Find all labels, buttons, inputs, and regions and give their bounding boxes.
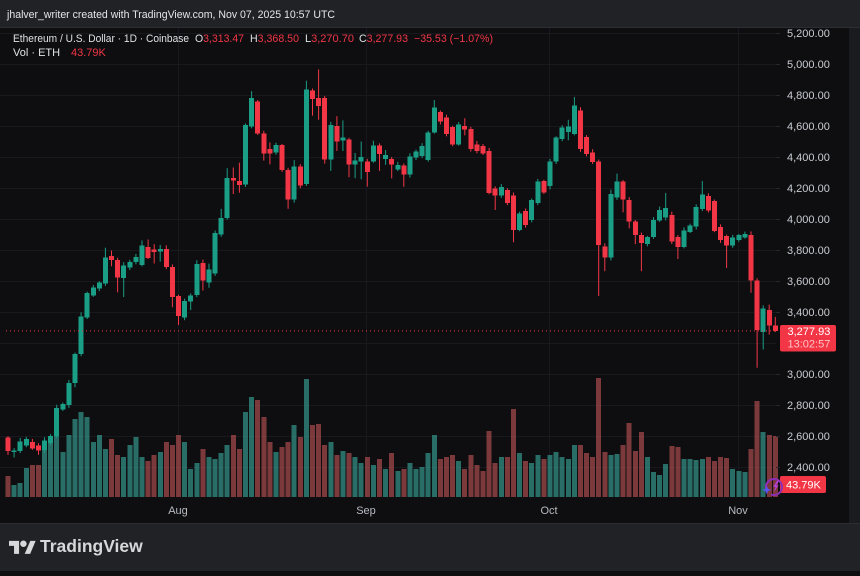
- svg-text:C3,277.93: C3,277.93: [359, 33, 408, 45]
- svg-text:Nov: Nov: [728, 505, 748, 517]
- svg-text:2,600.00: 2,600.00: [787, 431, 830, 443]
- svg-text:−35.53 (−1.07%): −35.53 (−1.07%): [414, 33, 493, 45]
- svg-text:3,400.00: 3,400.00: [787, 307, 830, 319]
- svg-text:H3,368.50: H3,368.50: [250, 33, 299, 45]
- svg-text:jhalver_writer created with Tr: jhalver_writer created with TradingView.…: [6, 9, 335, 21]
- svg-text:43.79K: 43.79K: [786, 480, 822, 492]
- svg-text:4,200.00: 4,200.00: [787, 183, 830, 195]
- svg-text:4,600.00: 4,600.00: [787, 121, 830, 133]
- svg-text:43.79K: 43.79K: [71, 47, 107, 59]
- svg-text:Sep: Sep: [356, 505, 376, 517]
- svg-text:Vol · ETH: Vol · ETH: [13, 47, 60, 59]
- svg-text:13:02:57: 13:02:57: [788, 339, 831, 351]
- svg-text:2,400.00: 2,400.00: [787, 462, 830, 474]
- svg-text:4,400.00: 4,400.00: [787, 152, 830, 164]
- svg-text:O3,313.47: O3,313.47: [195, 33, 244, 45]
- svg-text:4,000.00: 4,000.00: [787, 214, 830, 226]
- svg-text:TradingView: TradingView: [40, 536, 143, 556]
- svg-text:5,000.00: 5,000.00: [787, 59, 830, 71]
- svg-text:Oct: Oct: [540, 505, 557, 517]
- svg-text:3,600.00: 3,600.00: [787, 276, 830, 288]
- svg-text:3,000.00: 3,000.00: [787, 369, 830, 381]
- svg-text:L3,270.70: L3,270.70: [305, 33, 354, 45]
- svg-text:3,277.93: 3,277.93: [788, 326, 831, 338]
- svg-text:3,800.00: 3,800.00: [787, 245, 830, 257]
- svg-text:Ethereum / U.S. Dollar · 1D ·: Ethereum / U.S. Dollar · 1D · Coinbase: [13, 33, 189, 45]
- svg-text:Aug: Aug: [168, 505, 188, 517]
- svg-text:2,800.00: 2,800.00: [787, 400, 830, 412]
- svg-text:4,800.00: 4,800.00: [787, 90, 830, 102]
- svg-text:5,200.00: 5,200.00: [787, 28, 830, 40]
